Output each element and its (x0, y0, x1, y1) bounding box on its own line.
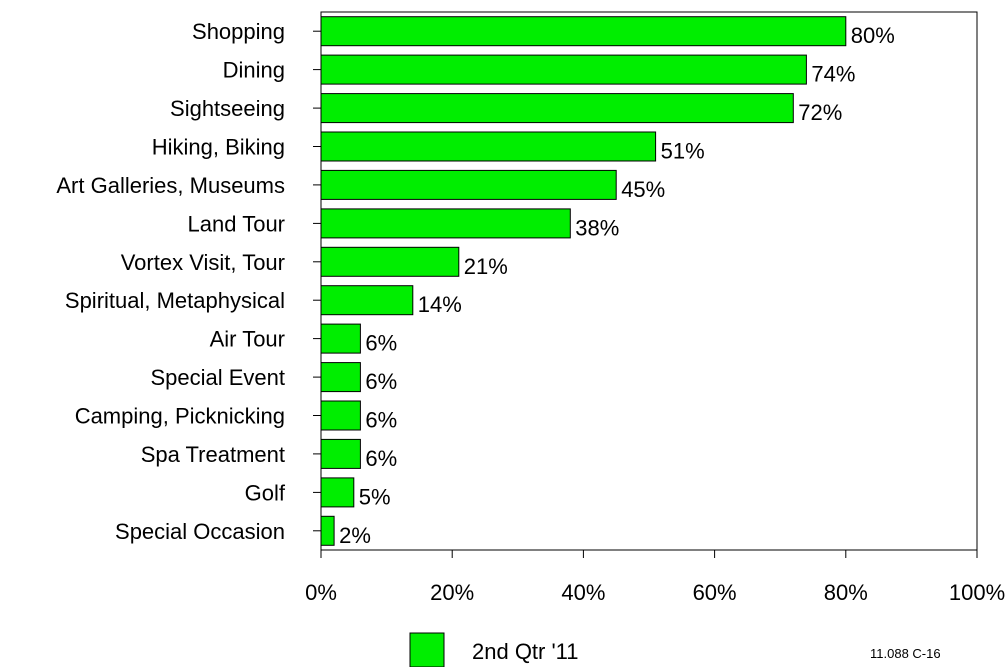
value-label: 14% (418, 292, 462, 317)
bar (320, 208, 571, 239)
category-label: Shopping (192, 19, 285, 44)
category-label: Spiritual, Metaphysical (65, 288, 285, 313)
x-axis: 0% 20% 40% 60% 80% 100% (305, 30, 1005, 605)
bar (320, 16, 847, 47)
bar (320, 400, 361, 431)
value-label: 5% (359, 484, 391, 509)
bar (320, 246, 460, 277)
x-tick-label: 20% (430, 580, 474, 605)
legend-swatch (409, 632, 445, 667)
x-tick-label: 80% (824, 580, 868, 605)
category-label: Art Galleries, Museums (56, 173, 285, 198)
value-label: 2% (339, 523, 371, 548)
value-label: 51% (661, 139, 705, 164)
category-label: Spa Treatment (141, 442, 285, 467)
category-label: Camping, Picknicking (75, 404, 285, 429)
value-labels: 80% 74% 72% 51% 45%38% 21%14% 6% 6% 6% 6% 5% 2% (339, 23, 895, 548)
value-label: 6% (365, 408, 397, 433)
category-label: Sightseeing (170, 96, 285, 121)
x-tick-label: 100% (949, 580, 1005, 605)
value-label: 6% (365, 331, 397, 356)
legend-label: 2nd Qtr '11 (472, 639, 579, 664)
value-label: 45% (621, 177, 665, 202)
x-tick-label: 60% (693, 580, 737, 605)
category-labels: Shopping Dining Sightseeing Hiking, Biking A… (56, 19, 286, 544)
legend: 2nd Qtr '11 (409, 632, 579, 667)
category-label: Golf (245, 480, 286, 505)
plot-frame (320, 11, 978, 551)
category-label: Air Tour (210, 327, 285, 352)
category-label: Hiking, Biking (152, 135, 285, 160)
bar (320, 93, 794, 124)
bar (320, 515, 335, 546)
bars-group (320, 16, 847, 546)
value-label: 6% (365, 446, 397, 471)
category-label: Dining (223, 58, 285, 83)
bar (320, 323, 361, 354)
category-label: Vortex Visit, Tour (121, 250, 285, 275)
category-label: Special Event (150, 365, 285, 390)
value-label: 80% (851, 23, 895, 48)
bar (320, 477, 355, 508)
x-tick-label: 0% (305, 580, 337, 605)
category-label: Special Occasion (115, 519, 285, 544)
value-label: 21% (464, 254, 508, 279)
value-label: 38% (575, 215, 619, 240)
bar (320, 362, 361, 393)
bar (320, 131, 657, 162)
bar (320, 438, 361, 469)
bar (320, 54, 807, 85)
value-label: 6% (365, 369, 397, 394)
x-tick-label: 40% (561, 580, 605, 605)
value-label: 72% (798, 100, 842, 125)
chart-code: 11.088 C-16 (870, 646, 941, 661)
value-label: 74% (811, 62, 855, 87)
bar (320, 169, 617, 200)
category-label: Land Tour (188, 211, 285, 236)
bar (320, 285, 414, 316)
